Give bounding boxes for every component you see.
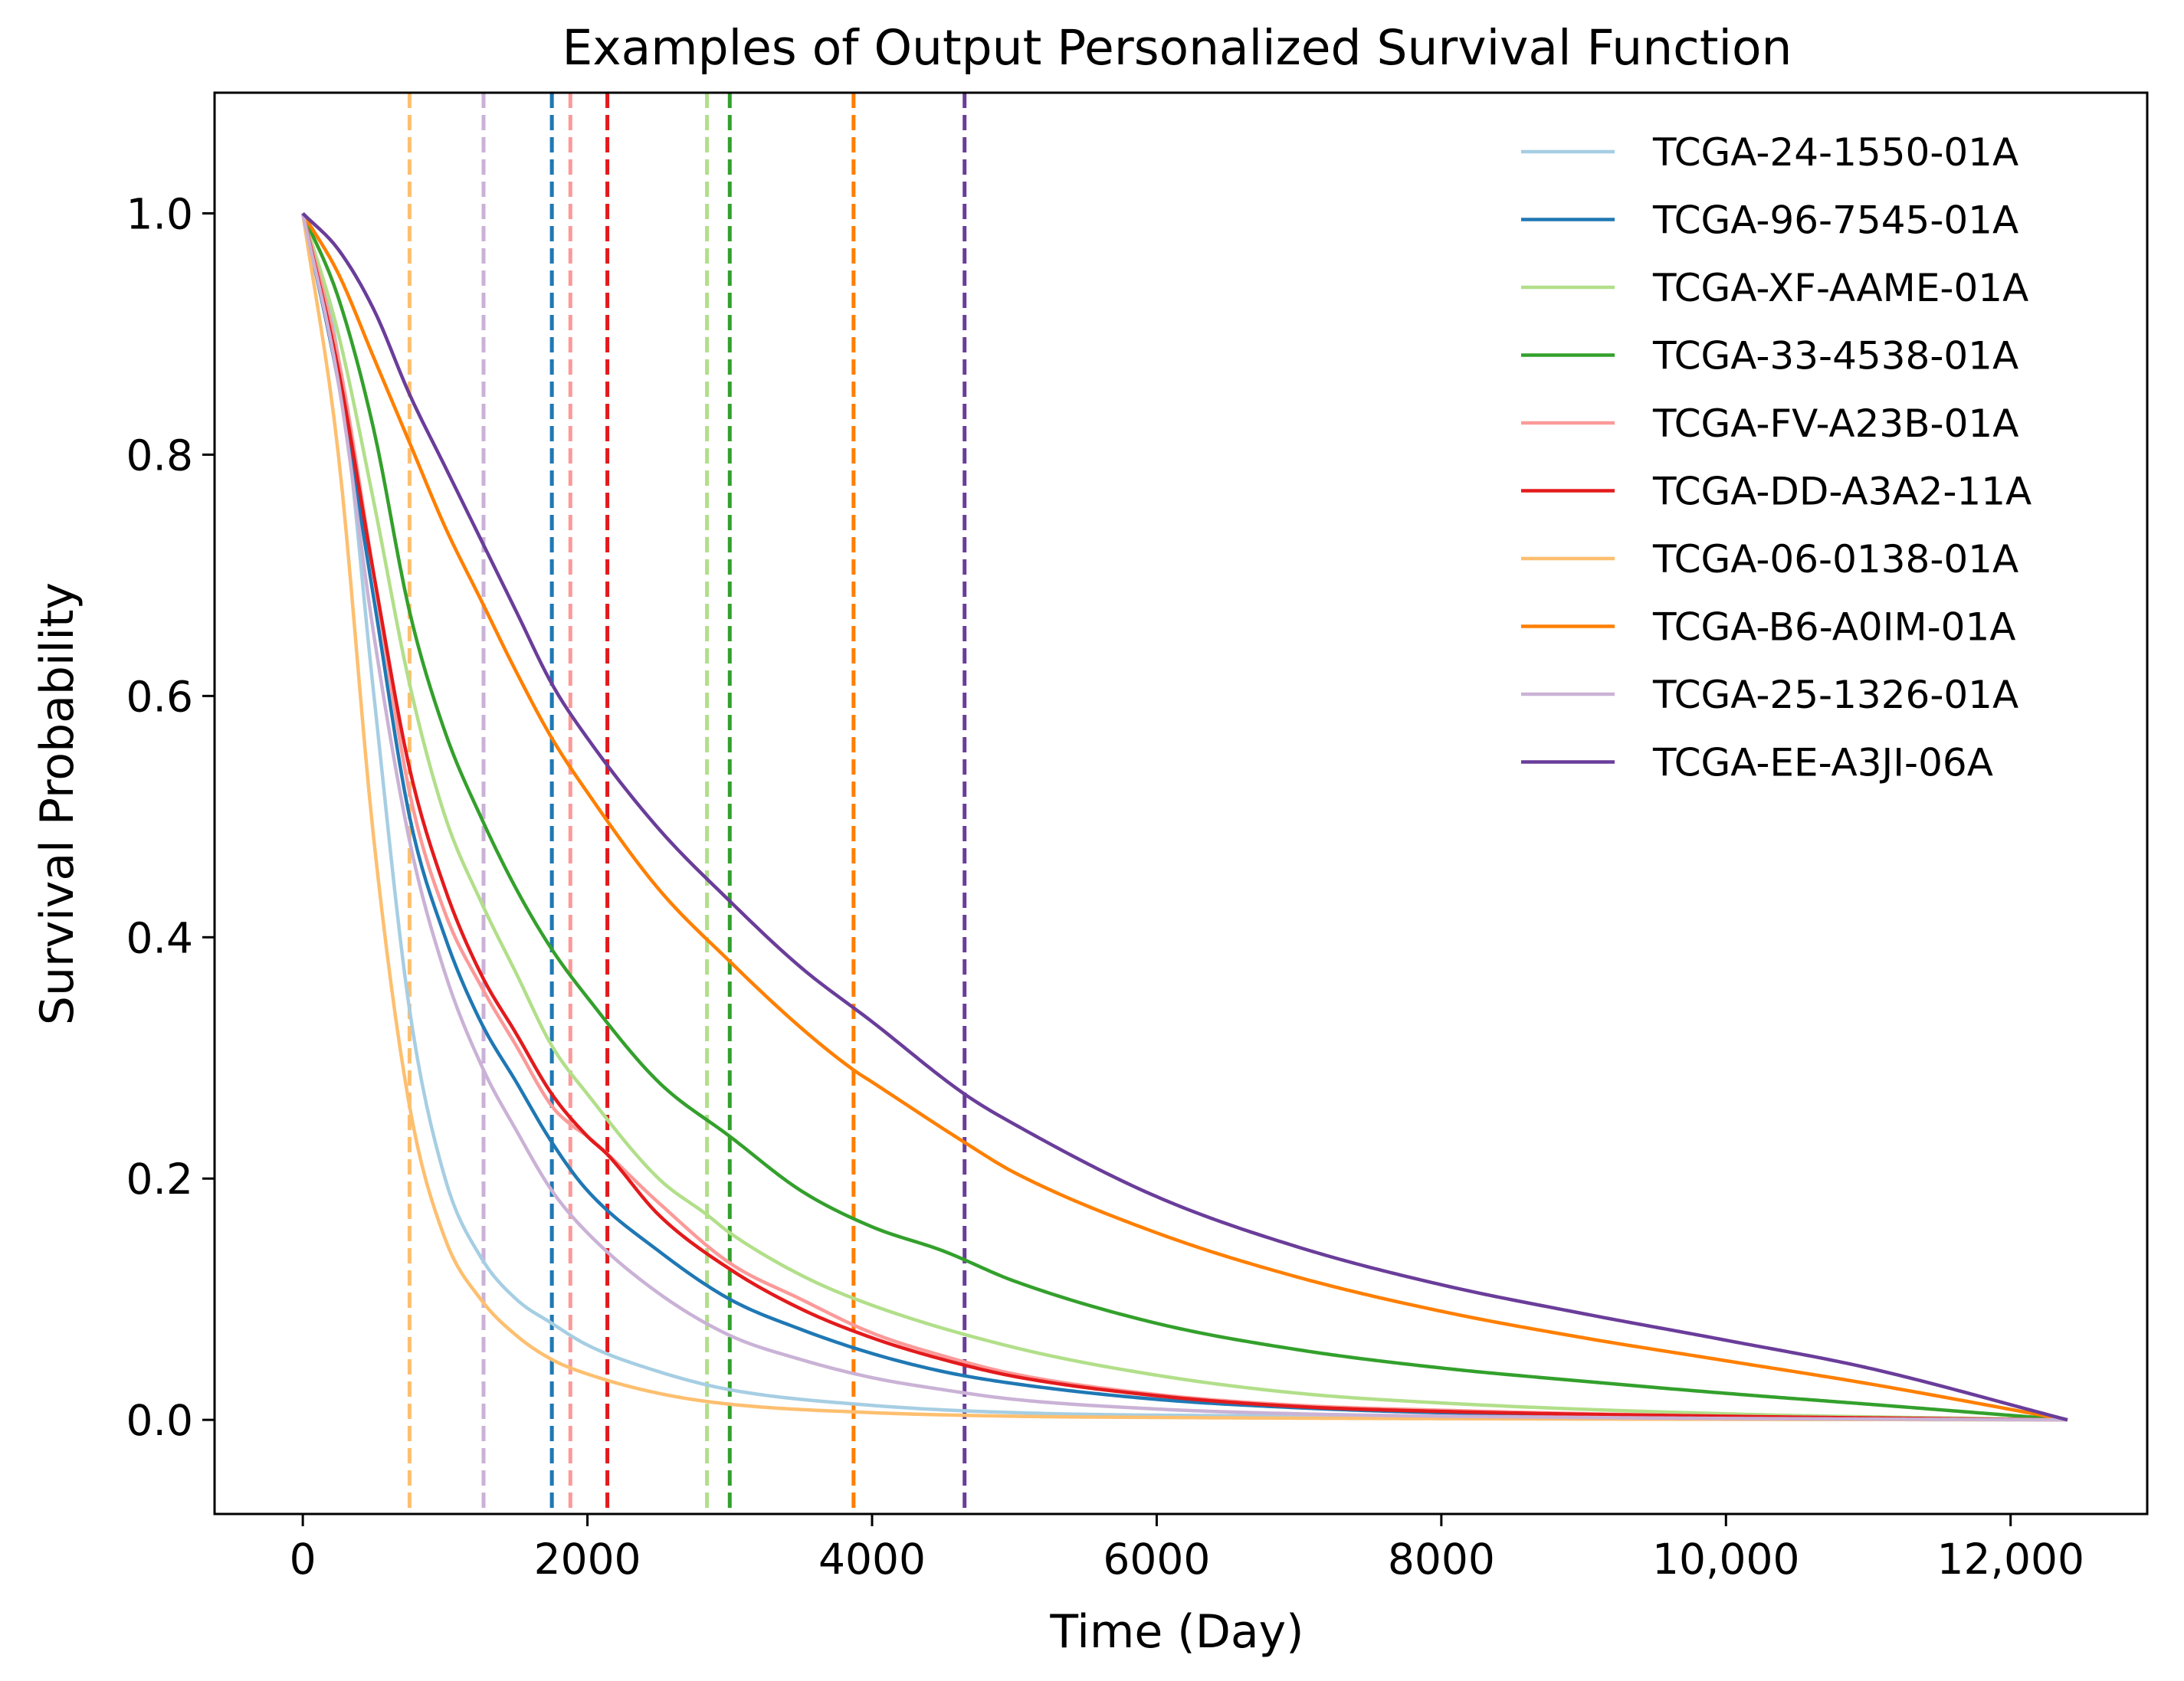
x-tick-label: 8000 (1388, 1535, 1495, 1584)
x-tick-label: 10,000 (1652, 1535, 1799, 1584)
legend-label: TCGA-06-0138-01A (1652, 537, 2018, 582)
series-line-TCGA-25-1326-01A (300, 212, 2068, 1422)
legend-label: TCGA-EE-A3JI-06A (1652, 741, 1993, 785)
x-tick-label: 0 (290, 1535, 316, 1584)
legend-label: TCGA-96-7545-01A (1652, 198, 2018, 243)
x-tick-label: 12,000 (1936, 1535, 2084, 1584)
y-axis: 0.0 0.2 0.4 0.6 0.8 1.0 (126, 189, 215, 1445)
legend-label: TCGA-DD-A3A2-11A (1652, 470, 2032, 514)
legend-label: TCGA-B6-A0IM-01A (1652, 605, 2015, 650)
survival-curves (300, 211, 2068, 1422)
series-line-TCGA-XF-AAME-01A (300, 212, 2068, 1422)
event-lines (407, 93, 967, 1514)
legend: TCGA-24-1550-01A TCGA-96-7545-01A TCGA-XF-… (1521, 130, 2032, 785)
y-axis-label: Survival Probability (31, 582, 84, 1025)
legend-label: TCGA-25-1326-01A (1652, 673, 2018, 717)
x-axis-label: Time (Day) (1049, 1605, 1304, 1659)
legend-label: TCGA-33-4538-01A (1652, 334, 2018, 378)
legend-label: TCGA-24-1550-01A (1652, 130, 2018, 175)
x-tick-label: 2000 (534, 1535, 641, 1584)
legend-label: TCGA-FV-A23B-01A (1652, 401, 2018, 446)
series-line-TCGA-EE-A3JI-06A (301, 211, 2068, 1422)
x-tick-label: 4000 (818, 1535, 926, 1584)
legend-label: TCGA-XF-AAME-01A (1652, 266, 2028, 310)
y-tick-label: 0.6 (126, 672, 193, 721)
y-tick-label: 0.8 (126, 431, 193, 480)
series-line-TCGA-33-4538-01A (301, 212, 2068, 1422)
plot-background (215, 93, 2147, 1514)
y-tick-label: 0.2 (126, 1155, 193, 1204)
y-tick-label: 0.4 (126, 913, 193, 962)
series-line-TCGA-DD-A3A2-11A (300, 212, 2068, 1422)
chart-title: Examples of Output Personalized Survival… (562, 20, 1792, 76)
x-axis: 0 2000 4000 6000 8000 10,000 12,000 (290, 1514, 2084, 1584)
y-tick-label: 1.0 (126, 189, 193, 238)
plot-frame (213, 91, 2149, 1516)
series-line-TCGA-B6-A0IM-01A (301, 212, 2068, 1422)
x-tick-label: 6000 (1103, 1535, 1210, 1584)
y-tick-label: 0.0 (126, 1396, 193, 1445)
